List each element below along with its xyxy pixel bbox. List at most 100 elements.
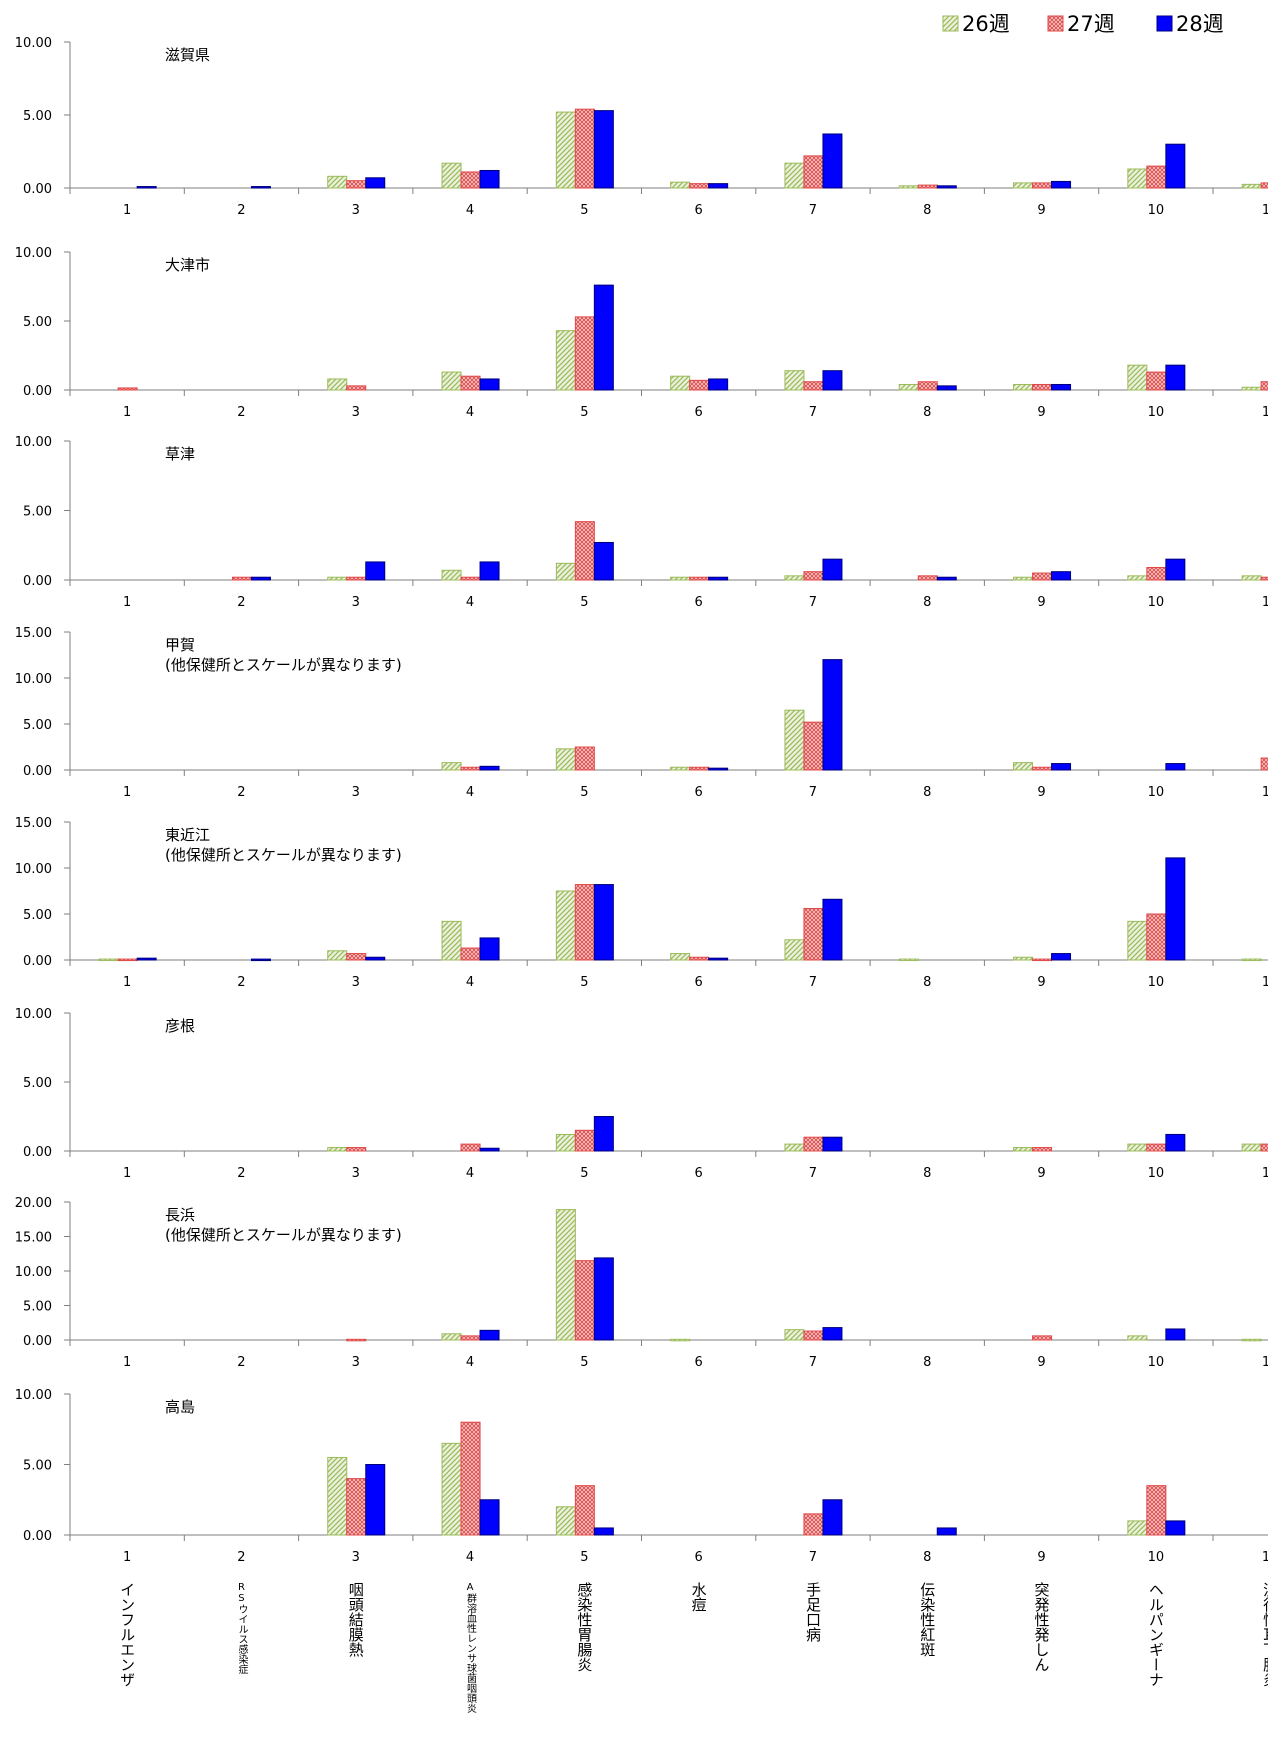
x-tick-label: 1 <box>123 1550 131 1565</box>
bar <box>936 576 957 581</box>
legend-item-28: 28週 <box>1156 12 1224 36</box>
bar <box>250 186 271 189</box>
x-tick-label: 6 <box>695 1550 703 1565</box>
bar <box>365 1464 386 1536</box>
bar <box>346 385 367 391</box>
disease-name-label: 水痘 <box>690 1582 708 1612</box>
bar <box>1127 575 1148 581</box>
bar <box>1127 920 1148 961</box>
bar <box>593 1116 614 1152</box>
x-tick-label: 4 <box>466 405 474 420</box>
bar <box>1032 958 1053 962</box>
bar <box>479 169 500 189</box>
bar <box>1165 763 1186 771</box>
bar <box>460 1421 481 1536</box>
bar <box>1127 1143 1148 1152</box>
bar <box>803 155 824 189</box>
x-tick-label: 10 <box>1148 595 1165 610</box>
x-tick-label: 7 <box>809 1550 817 1565</box>
bar <box>898 185 919 189</box>
x-tick-label: 10 <box>1148 1166 1165 1181</box>
bar <box>460 766 481 771</box>
x-tick-label: 3 <box>352 1355 360 1370</box>
x-tick-label: 2 <box>237 1166 245 1181</box>
bar <box>346 1478 367 1536</box>
legend-item-27: 27週 <box>1047 12 1115 36</box>
x-tick-label: 6 <box>695 1166 703 1181</box>
y-tick-label: 0.00 <box>23 182 52 197</box>
bar <box>460 171 481 189</box>
bar <box>689 379 710 391</box>
y-tick-label: 5.00 <box>23 1459 52 1474</box>
y-tick-label: 10.00 <box>15 246 52 261</box>
bar <box>670 953 691 961</box>
panel-title: 滋賀県 <box>165 46 210 64</box>
x-tick-label: 8 <box>923 405 931 420</box>
bar <box>555 1133 576 1152</box>
y-tick-label: 0.00 <box>23 1529 52 1544</box>
y-tick-label: 0.00 <box>23 1334 52 1349</box>
x-tick-label: 3 <box>352 975 360 990</box>
x-tick-label: 2 <box>237 203 245 218</box>
bar <box>574 1260 595 1341</box>
y-tick-label: 0.00 <box>23 1145 52 1160</box>
y-tick-label: 5.00 <box>23 1076 52 1091</box>
bar <box>574 108 595 189</box>
bar <box>708 183 729 189</box>
x-tick-label: 7 <box>809 405 817 420</box>
x-tick-label: 4 <box>466 595 474 610</box>
bar <box>784 709 805 771</box>
x-tick-label: 5 <box>580 1166 588 1181</box>
bar <box>346 576 367 581</box>
x-tick-label: 9 <box>1037 1550 1045 1565</box>
x-tick-label: 8 <box>923 1355 931 1370</box>
x-tick-label: 5 <box>580 1550 588 1565</box>
bar <box>784 939 805 961</box>
x-tick-label: 2 <box>237 595 245 610</box>
bar <box>441 762 462 771</box>
x-tick-label: 1 <box>123 405 131 420</box>
x-tick-label: 8 <box>923 203 931 218</box>
x-tick-label: 8 <box>923 785 931 800</box>
bar <box>822 370 843 391</box>
y-tick-label: 15.00 <box>15 816 52 831</box>
bar <box>365 561 386 581</box>
bar <box>327 378 348 391</box>
bar <box>479 1147 500 1152</box>
x-tick-label: 1 <box>123 785 131 800</box>
x-tick-label: 9 <box>1037 1166 1045 1181</box>
x-tick-label: 1 <box>123 203 131 218</box>
legend-label-27: 27週 <box>1067 12 1115 36</box>
bar <box>250 958 271 962</box>
bar <box>346 180 367 189</box>
bar <box>136 957 157 961</box>
legend-swatch-26 <box>942 15 959 32</box>
x-tick-label: 5 <box>580 1355 588 1370</box>
bar <box>1127 1335 1148 1341</box>
bar <box>708 378 729 391</box>
panel-title: 甲賀 <box>165 636 195 654</box>
bar <box>136 186 157 189</box>
bar <box>441 1333 462 1341</box>
bar <box>1165 143 1186 189</box>
bar <box>689 183 710 189</box>
x-tick-label: 7 <box>809 1166 817 1181</box>
bar <box>479 561 500 581</box>
bar <box>689 956 710 961</box>
bar <box>1146 165 1167 189</box>
bar <box>1013 576 1034 581</box>
x-tick-label: 10 <box>1148 785 1165 800</box>
bar <box>784 162 805 189</box>
disease-name-label: インフルエンザ <box>118 1582 136 1687</box>
bar <box>936 1527 957 1536</box>
disease-name-label: 感染性胃腸炎 <box>575 1582 593 1672</box>
bar <box>593 884 614 961</box>
x-tick-label: 3 <box>352 203 360 218</box>
x-tick-label: 10 <box>1148 405 1165 420</box>
bar <box>1260 576 1268 581</box>
x-tick-label: 4 <box>466 785 474 800</box>
bar <box>1260 1143 1268 1152</box>
bar <box>593 110 614 189</box>
x-tick-label: 6 <box>695 203 703 218</box>
